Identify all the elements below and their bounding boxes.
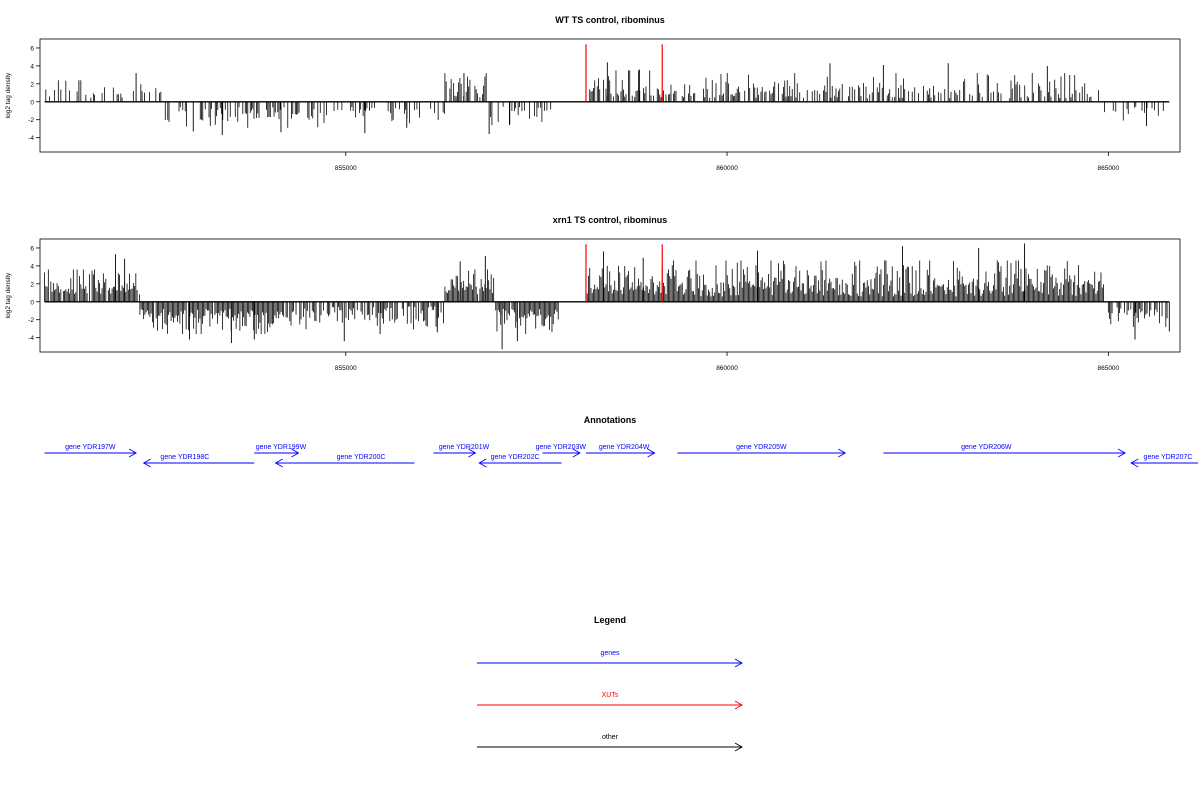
gene-arrowhead	[647, 448, 656, 458]
x-tick-label: 860000	[716, 165, 738, 172]
x-tick-label: 865000	[1097, 365, 1119, 372]
plot-frame	[39, 38, 1181, 153]
gene-arrowhead	[142, 458, 151, 468]
y-tick-label: -2	[28, 117, 34, 124]
y-tick-label: 0	[30, 99, 34, 106]
y-axis-label: log2 tag density	[5, 72, 12, 118]
y-tick-label: -4	[28, 135, 34, 142]
legend-item-label: XUTs	[602, 692, 619, 699]
annotations-title: Annotations	[584, 415, 637, 425]
gene-label: gene YDR202C	[491, 454, 540, 461]
y-tick-label: 4	[30, 63, 34, 70]
y-tick-label: 2	[30, 81, 34, 88]
legend-panel: Legend genes XUTs other	[477, 615, 743, 752]
y-tick-label: 0	[30, 299, 34, 306]
gene-label: gene YDR199W	[256, 444, 307, 451]
gene-arrowhead	[572, 448, 581, 458]
annotations-panel: Annotations gene YDR197W gene YDR198C gene…	[44, 415, 1198, 468]
density-bars	[44, 243, 1170, 350]
gene-arrowhead	[128, 448, 137, 458]
legend-arrowhead	[734, 658, 743, 668]
chart-title: WT TS control, ribominus	[555, 15, 665, 25]
y-tick-label: -2	[28, 317, 34, 324]
gene-arrowhead	[478, 458, 487, 468]
legend-arrowhead	[734, 742, 743, 752]
gene-label: gene YDR197W	[65, 444, 116, 451]
gene-label: gene YDR206W	[961, 444, 1012, 451]
y-tick-label: 6	[30, 245, 34, 252]
legend-arrowhead	[734, 700, 743, 710]
legend-title: Legend	[594, 615, 626, 625]
density-bars	[45, 62, 1164, 135]
legend-item-label: genes	[600, 650, 620, 657]
legend-item-label: other	[602, 734, 619, 741]
plot-frame	[39, 238, 1181, 353]
y-axis-label: log2 tag density	[5, 272, 12, 318]
y-tick-label: -4	[28, 335, 34, 342]
gene-label: gene YDR203W	[536, 444, 587, 451]
gene-label: gene YDR198C	[160, 454, 209, 461]
gene-arrowhead	[468, 448, 477, 458]
gene-label: gene YDR200C	[337, 454, 386, 461]
gene-label: gene YDR204W	[599, 444, 650, 451]
x-tick-label: 855000	[335, 365, 357, 372]
gene-arrowhead	[291, 448, 300, 458]
x-tick-label: 855000	[335, 165, 357, 172]
y-tick-label: 2	[30, 281, 34, 288]
gene-label: gene YDR205W	[736, 444, 787, 451]
gene-arrowhead	[838, 448, 847, 458]
xrn1-track-panel: xrn1 TS control, ribominus 6 4 2 0 -2 -4 log2 t…	[5, 215, 1181, 372]
y-tick-label: 6	[30, 45, 34, 52]
gene-arrowhead	[1130, 458, 1139, 468]
gene-arrowhead	[1117, 448, 1127, 458]
x-tick-label: 865000	[1097, 165, 1119, 172]
gene-label: gene YDR201W	[439, 444, 490, 451]
y-tick-label: 4	[30, 263, 34, 270]
gene-arrowhead	[274, 458, 283, 468]
chart-title: xrn1 TS control, ribominus	[553, 215, 668, 225]
x-tick-label: 860000	[716, 365, 738, 372]
wt-track-panel: WT TS control, ribominus 6 4 2 0 -2 -4 log2 tag…	[5, 15, 1181, 172]
gene-label: gene YDR207C	[1144, 454, 1193, 461]
